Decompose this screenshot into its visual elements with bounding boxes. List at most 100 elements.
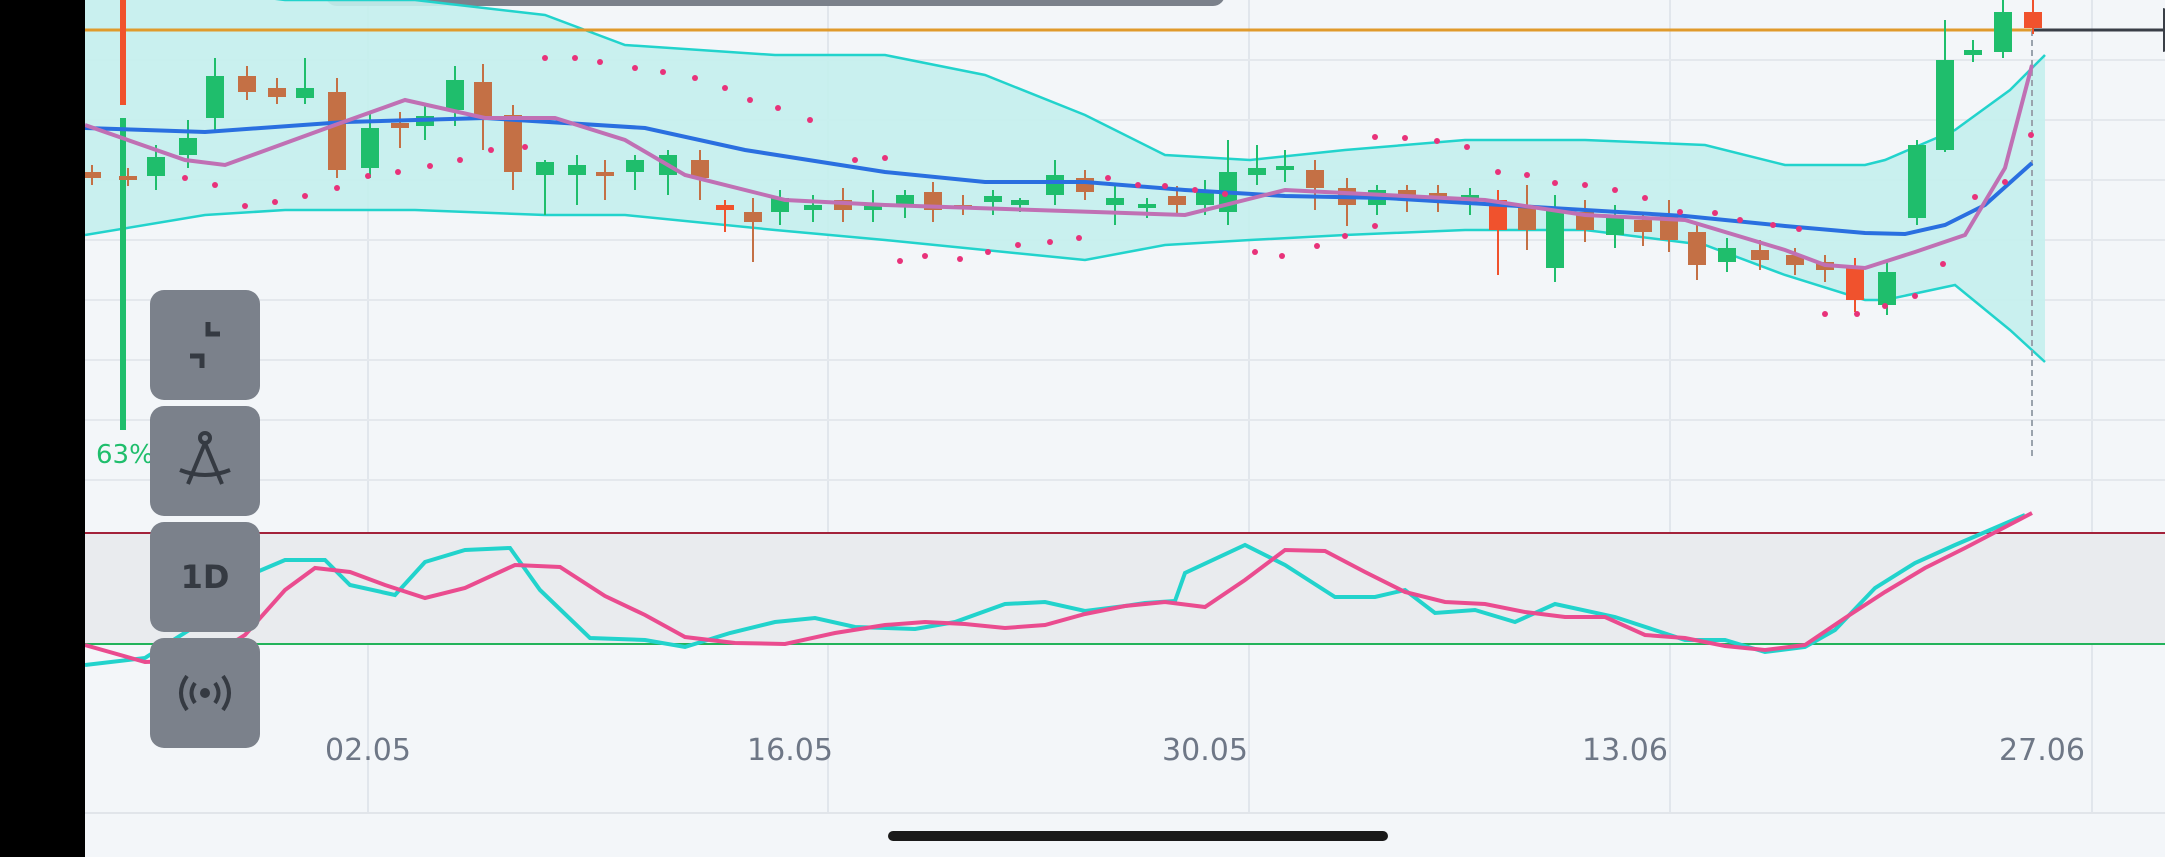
candle-body <box>1168 196 1186 205</box>
parabolic-sar-dot <box>632 65 638 71</box>
candle-body <box>1994 12 2012 52</box>
candle-body <box>1718 248 1736 262</box>
candle-body <box>834 200 852 210</box>
candle-body <box>1489 200 1507 230</box>
parabolic-sar-dot <box>1737 217 1743 223</box>
candle-body <box>536 162 554 175</box>
parabolic-sar-dot <box>542 55 548 61</box>
parabolic-sar-dot <box>2028 132 2034 138</box>
parabolic-sar-dot <box>692 75 698 81</box>
parabolic-sar-dot <box>1495 169 1501 175</box>
candle-body <box>1106 198 1124 205</box>
parabolic-sar-dot <box>2002 179 2008 185</box>
parabolic-sar-dot <box>747 97 753 103</box>
candle-body <box>804 205 822 210</box>
timeframe-label: 1D <box>180 558 230 596</box>
candle-body <box>626 160 644 172</box>
parabolic-sar-dot <box>1912 293 1918 299</box>
fullscreen-toggle-button[interactable] <box>150 290 260 400</box>
candle-body <box>1011 200 1029 205</box>
parabolic-sar-dot <box>242 203 248 209</box>
parabolic-sar-dot <box>1105 175 1111 181</box>
bollinger-upper-line <box>274 0 2046 167</box>
candle-body <box>504 115 522 172</box>
parabolic-sar-dot <box>1882 303 1888 309</box>
home-indicator[interactable] <box>888 831 1388 841</box>
candle-body <box>744 212 762 222</box>
parabolic-sar-dot <box>1854 311 1860 317</box>
candle-body <box>1878 272 1896 305</box>
chart-screen: 63% 1D 02.05 16.05 30.05 13.06 27.06 <box>85 0 2165 857</box>
candle-body <box>328 92 346 170</box>
candle-body <box>1546 210 1564 268</box>
parabolic-sar-dot <box>1612 187 1618 193</box>
moving-average-blue <box>85 115 2034 237</box>
parabolic-sar-dot <box>775 105 781 111</box>
x-axis-date-label: 02.05 <box>325 733 411 768</box>
candle-body <box>238 76 256 92</box>
parabolic-sar-dot <box>882 155 888 161</box>
price-chart[interactable] <box>85 0 2165 857</box>
candle-body <box>1751 250 1769 260</box>
candle-body <box>691 160 709 178</box>
parabolic-sar-dot <box>1770 222 1776 228</box>
parabolic-sar-dot <box>852 157 858 163</box>
parabolic-sar-dot <box>302 193 308 199</box>
candle-body <box>147 157 165 176</box>
candle-body <box>1786 255 1804 265</box>
chart-bottom-border <box>85 812 2165 814</box>
candle-body <box>391 123 409 128</box>
parabolic-sar-dot <box>212 182 218 188</box>
candle-body <box>864 203 882 210</box>
volume-percent-label: 63% <box>96 440 154 470</box>
candle-body <box>1046 175 1064 195</box>
parabolic-sar-dot <box>395 169 401 175</box>
candle-body <box>1660 216 1678 240</box>
candle-body <box>446 80 464 110</box>
timeframe-button[interactable]: 1D <box>150 522 260 632</box>
parabolic-sar-dot <box>807 117 813 123</box>
parabolic-sar-dot <box>1972 194 1978 200</box>
x-axis-date-label: 16.05 <box>747 733 833 768</box>
parabolic-sar-dot <box>457 157 463 163</box>
candle-body <box>568 165 586 175</box>
parabolic-sar-dot <box>1192 187 1198 193</box>
parabolic-sar-dot <box>957 256 963 262</box>
parabolic-sar-dot <box>922 253 928 259</box>
live-signals-button[interactable] <box>150 638 260 748</box>
candle-body <box>716 205 734 210</box>
candle-body <box>1634 220 1652 232</box>
parabolic-sar-dot <box>1582 182 1588 188</box>
drawing-tools-button[interactable] <box>150 406 260 516</box>
parabolic-sar-dot <box>1434 138 1440 144</box>
candle-body <box>119 176 137 180</box>
candle-body <box>1196 190 1214 205</box>
oscillator-zone <box>85 533 2165 645</box>
indicator-bar-green <box>120 118 126 430</box>
candle-body <box>2024 12 2042 28</box>
parabolic-sar-dot <box>1524 172 1530 178</box>
candle-body <box>984 196 1002 202</box>
candle-body <box>1138 204 1156 208</box>
parabolic-sar-dot <box>1135 182 1141 188</box>
parabolic-sar-dot <box>1677 209 1683 215</box>
candle-body <box>1606 215 1624 235</box>
candle-body <box>1248 168 1266 175</box>
parabolic-sar-dot <box>1712 210 1718 216</box>
parabolic-sar-dot <box>272 199 278 205</box>
parabolic-sar-dot <box>722 85 728 91</box>
top-panel-edge <box>326 0 1224 6</box>
candle-body <box>474 82 492 118</box>
parabolic-sar-dot <box>1047 239 1053 245</box>
parabolic-sar-dot <box>1342 233 1348 239</box>
candle-body <box>1936 60 1954 150</box>
parabolic-sar-dot <box>1015 242 1021 248</box>
parabolic-sar-dot <box>597 59 603 65</box>
candle-body <box>896 195 914 205</box>
candle-body <box>1688 232 1706 265</box>
parabolic-sar-dot <box>660 69 666 75</box>
parabolic-sar-dot <box>1279 253 1285 259</box>
parabolic-sar-dot <box>522 144 528 150</box>
indicator-bar-red <box>120 0 126 105</box>
parabolic-sar-dot <box>1252 249 1258 255</box>
